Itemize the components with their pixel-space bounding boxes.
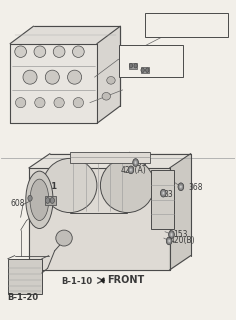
Ellipse shape (23, 70, 37, 84)
Ellipse shape (26, 171, 53, 228)
Bar (8, 259, 42, 294)
Text: 327: 327 (131, 55, 145, 64)
Bar (145, 13, 228, 37)
Text: 420(A): 420(A) (120, 166, 146, 175)
Ellipse shape (35, 98, 45, 108)
Bar (141, 67, 149, 73)
Ellipse shape (15, 46, 26, 57)
Circle shape (130, 168, 132, 172)
Bar (151, 170, 174, 228)
Circle shape (134, 63, 137, 68)
Circle shape (169, 231, 174, 238)
Circle shape (178, 183, 184, 191)
Ellipse shape (45, 70, 59, 84)
Circle shape (50, 197, 55, 203)
Text: 153: 153 (132, 159, 147, 168)
Polygon shape (29, 168, 170, 270)
Polygon shape (170, 154, 191, 270)
Bar (119, 45, 182, 76)
Text: 420(B): 420(B) (169, 236, 195, 245)
Ellipse shape (54, 98, 64, 108)
Text: E-1: E-1 (42, 182, 57, 191)
Circle shape (46, 197, 50, 203)
Ellipse shape (56, 230, 72, 246)
Ellipse shape (102, 92, 110, 100)
Ellipse shape (30, 179, 49, 220)
Ellipse shape (16, 98, 26, 108)
Circle shape (128, 166, 134, 174)
Circle shape (146, 68, 149, 72)
Text: 782: 782 (140, 61, 155, 70)
Ellipse shape (53, 46, 65, 57)
Polygon shape (10, 26, 120, 44)
Circle shape (129, 63, 133, 68)
Ellipse shape (43, 158, 97, 212)
Ellipse shape (34, 46, 46, 57)
Polygon shape (10, 44, 97, 123)
Text: FRONT: FRONT (107, 276, 145, 285)
Circle shape (168, 239, 170, 243)
Circle shape (160, 189, 166, 197)
Ellipse shape (72, 46, 84, 57)
Text: 33: 33 (164, 189, 173, 199)
Bar (45, 196, 56, 205)
Circle shape (28, 196, 32, 201)
Text: E-10: E-10 (162, 21, 184, 30)
Polygon shape (101, 278, 104, 283)
Circle shape (180, 185, 182, 188)
Ellipse shape (107, 76, 115, 84)
Circle shape (133, 159, 138, 166)
Circle shape (141, 68, 144, 72)
Circle shape (170, 233, 173, 236)
Text: 153: 153 (173, 230, 188, 239)
Text: B-1-20: B-1-20 (8, 292, 39, 301)
Polygon shape (29, 154, 191, 168)
Circle shape (162, 192, 164, 195)
Ellipse shape (73, 98, 84, 108)
Text: B-1-10: B-1-10 (62, 277, 93, 286)
Bar (129, 62, 138, 69)
Ellipse shape (67, 70, 82, 84)
Text: 368: 368 (188, 183, 203, 192)
Text: 608: 608 (10, 198, 25, 207)
Bar (70, 152, 150, 163)
Circle shape (166, 237, 172, 245)
Circle shape (135, 161, 137, 164)
Ellipse shape (100, 158, 154, 212)
Polygon shape (97, 26, 120, 123)
